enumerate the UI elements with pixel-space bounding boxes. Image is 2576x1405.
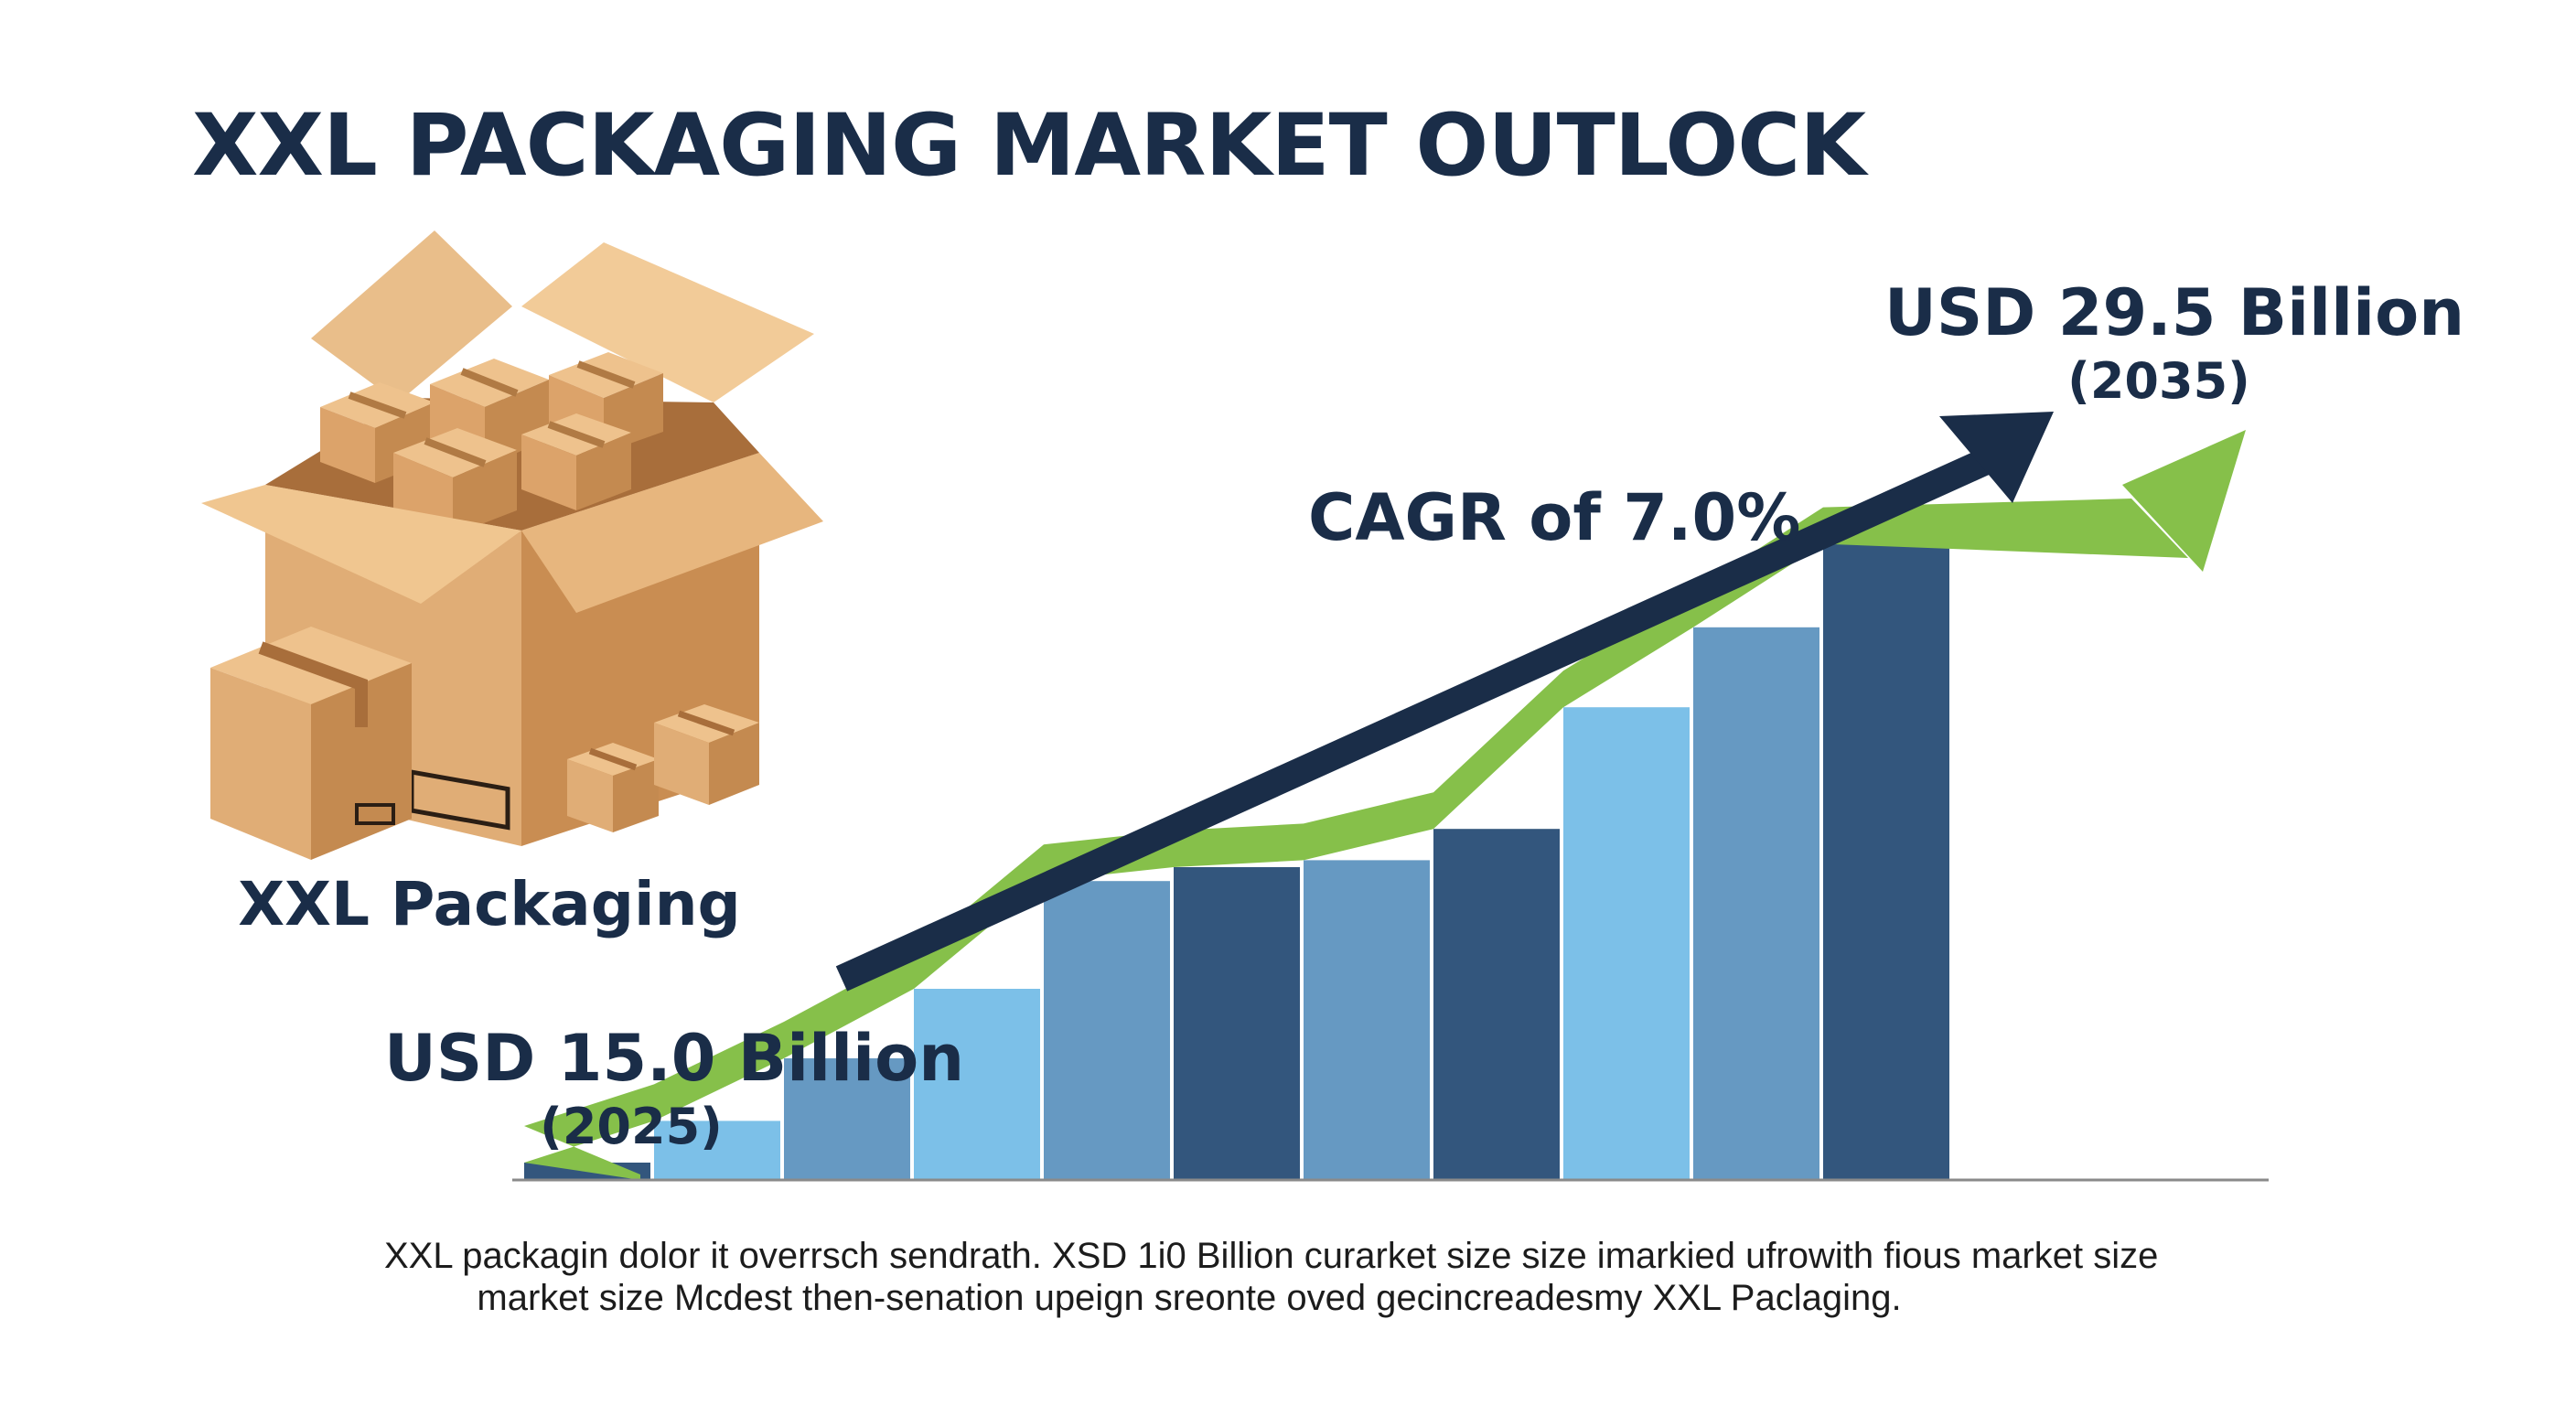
cagr-arrow-line bbox=[835, 445, 2001, 992]
product-label: XXL Packaging bbox=[238, 869, 741, 939]
start-value-amount: USD 15.0 Billion bbox=[384, 1021, 965, 1096]
bar-2035 bbox=[1823, 543, 1949, 1180]
end-value-label: USD 29.5 Billion (2035) bbox=[1884, 274, 2465, 412]
cardboard-boxes-icon bbox=[201, 231, 823, 860]
bar-2029 bbox=[1044, 881, 1170, 1180]
caption-line-2: market size Mcdest then-senation upeign … bbox=[477, 1278, 1902, 1318]
bars-group bbox=[524, 543, 1949, 1180]
end-value-amount: USD 29.5 Billion bbox=[1884, 275, 2465, 350]
bar-2026 bbox=[654, 1121, 780, 1180]
trend-line bbox=[524, 499, 2188, 1180]
bar-2033 bbox=[1563, 707, 1690, 1180]
cagr-arrowhead bbox=[1939, 412, 2054, 503]
caption-line-1: XXL packagin dolor it overrsch sendrath.… bbox=[384, 1236, 2159, 1276]
caption-text: XXL packagin dolor it overrsch sendrath.… bbox=[384, 1235, 2159, 1319]
cagr-label: CAGR of 7.0% bbox=[1308, 480, 1801, 555]
page-title: XXL PACKAGING MARKET OUTLOCK bbox=[192, 96, 1866, 196]
end-value-year: (2035) bbox=[2067, 352, 2250, 410]
trend-arrowhead bbox=[2122, 430, 2246, 572]
bar-2031 bbox=[1304, 860, 1430, 1180]
bar-2030 bbox=[1174, 867, 1300, 1180]
bar-2027 bbox=[784, 1058, 910, 1180]
bar-2032 bbox=[1433, 829, 1560, 1180]
bar-2028 bbox=[914, 989, 1040, 1180]
start-value-year: (2025) bbox=[540, 1098, 723, 1155]
bar-2034 bbox=[1693, 627, 1819, 1180]
start-value-label: USD 15.0 Billion (2025) bbox=[384, 1020, 965, 1157]
